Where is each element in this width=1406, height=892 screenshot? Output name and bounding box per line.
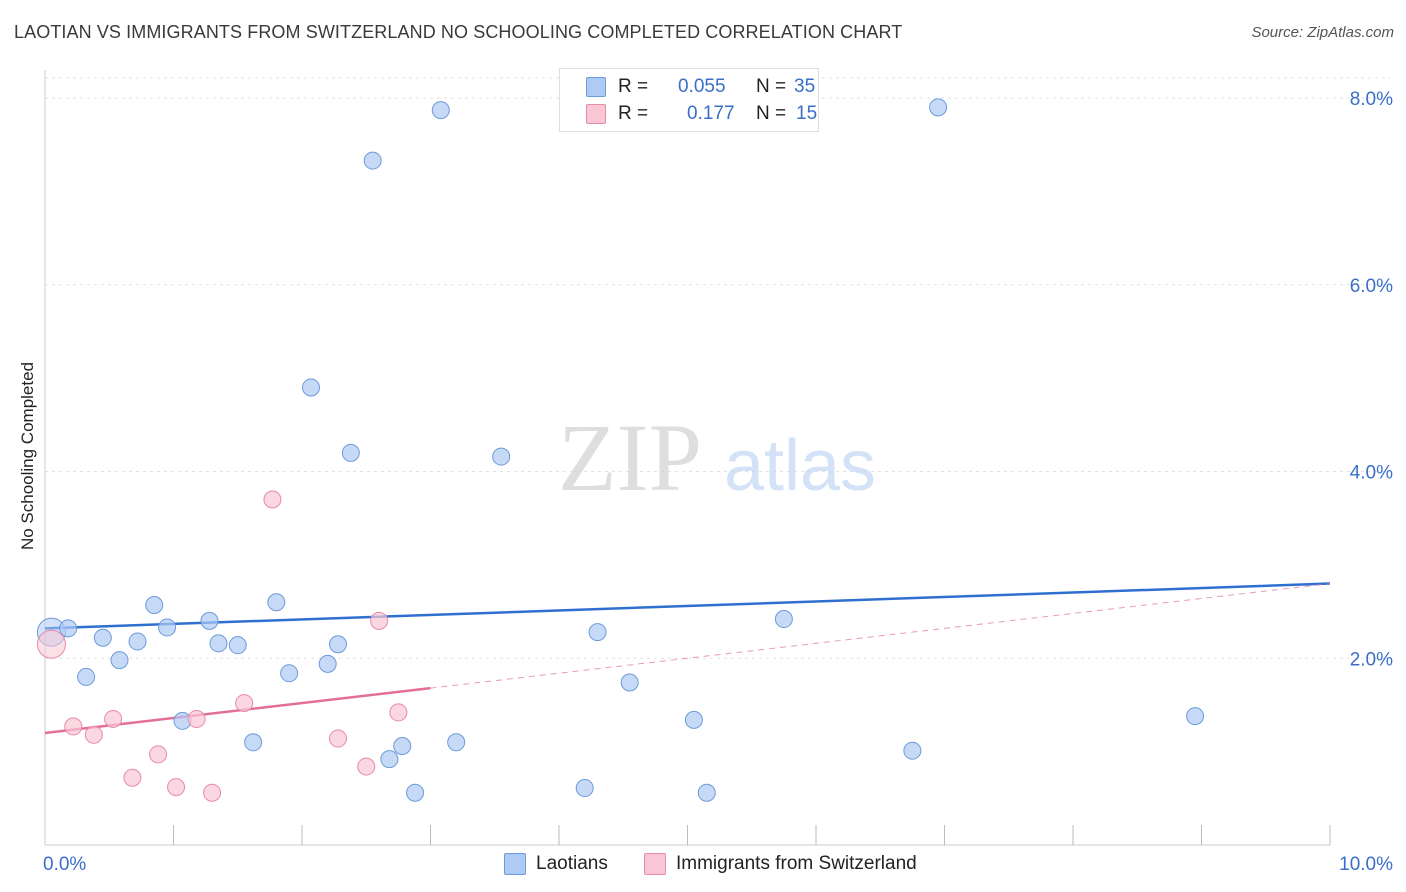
legend-swatch-pink xyxy=(586,104,606,124)
laotian-point xyxy=(209,634,228,653)
laotian-point xyxy=(200,611,219,630)
laotian-point xyxy=(363,151,382,170)
y-tick-label: 8.0% xyxy=(1350,89,1393,110)
laotian-point xyxy=(620,673,639,692)
laotian-point xyxy=(280,664,299,683)
y-tick-labels: 2.0% 4.0% 6.0% 8.0% xyxy=(1350,89,1393,670)
legend-r-label: R = xyxy=(618,103,649,124)
switzerland-point xyxy=(370,611,389,630)
switzerland-point xyxy=(235,694,254,713)
legend-swatch-blue xyxy=(586,77,606,97)
laotian-point xyxy=(774,610,793,629)
laotian-point xyxy=(393,737,412,756)
switzerland-point xyxy=(36,629,66,659)
laotian-point xyxy=(447,733,466,752)
switzerland-point xyxy=(357,757,376,776)
switzerland-point xyxy=(167,778,186,797)
source-credit: Source: ZipAtlas.com xyxy=(1251,24,1394,41)
grid-lines xyxy=(45,77,1390,659)
laotian-point xyxy=(128,632,147,651)
laotian-point xyxy=(158,618,177,637)
x-tick-labels: 0.0% 10.0% xyxy=(43,854,1393,875)
x-tick-label-end: 10.0% xyxy=(1339,854,1393,875)
trend-line-switzerland xyxy=(44,686,431,735)
laotian-point xyxy=(228,636,247,655)
laotian-point xyxy=(406,783,425,802)
legend-r-value: 0.055 xyxy=(678,76,726,97)
laotian-point xyxy=(341,443,360,462)
laotian-point xyxy=(929,98,948,117)
legend-swatch-blue xyxy=(504,853,526,875)
switzerland-point xyxy=(123,768,142,787)
laotian-point xyxy=(59,619,78,638)
laotian-point xyxy=(145,596,164,615)
legend-n-value: 15 xyxy=(796,103,818,124)
legend-swatch-pink xyxy=(644,853,666,875)
switzerland-point xyxy=(64,717,83,736)
correlation-legend: R = 0.055 N = 35 R = 0.177 N = 15 xyxy=(559,68,819,132)
laotian-point xyxy=(588,623,607,642)
watermark-atlas: atlas xyxy=(724,426,876,506)
laotian-point xyxy=(575,779,594,798)
switzerland-point xyxy=(263,490,282,509)
trend-line-laotians xyxy=(44,582,1331,630)
watermark-zip: ZIP xyxy=(558,404,702,511)
legend-label: Laotians xyxy=(536,853,608,874)
switzerland-point xyxy=(389,703,408,722)
legend-n-label: N = xyxy=(756,76,787,97)
laotian-point xyxy=(903,741,922,760)
switzerland-point xyxy=(104,709,123,728)
laotian-point xyxy=(244,733,263,752)
legend-r-value: 0.177 xyxy=(687,103,735,124)
laotian-point xyxy=(697,783,716,802)
laotian-point xyxy=(318,654,337,673)
switzerland-point xyxy=(84,725,103,744)
switzerland-point xyxy=(149,745,168,764)
y-tick-label: 4.0% xyxy=(1350,463,1393,484)
laotian-point xyxy=(431,101,450,120)
legend-label: Immigrants from Switzerland xyxy=(676,853,917,874)
laotian-point xyxy=(77,667,96,686)
laotian-point xyxy=(301,378,320,397)
legend-n-value: 35 xyxy=(794,76,816,97)
legend-r-label: R = xyxy=(618,76,649,97)
laotian-point xyxy=(267,593,286,612)
laotian-point xyxy=(1186,707,1205,726)
chart-title: LAOTIAN VS IMMIGRANTS FROM SWITZERLAND N… xyxy=(14,22,903,42)
laotian-point xyxy=(93,628,112,647)
laotian-point xyxy=(380,750,399,769)
laotian-point xyxy=(684,710,703,729)
axes xyxy=(44,70,1331,846)
trend-line-switzerland-extension xyxy=(430,583,1331,689)
legend-n-label: N = xyxy=(756,103,787,124)
laotian-point xyxy=(110,651,129,670)
y-tick-label: 6.0% xyxy=(1350,276,1393,297)
switzerland-point xyxy=(203,783,222,802)
laotian-point xyxy=(492,447,511,466)
x-tick-label-start: 0.0% xyxy=(43,854,86,875)
laotian-point xyxy=(328,635,347,654)
switzerland-point xyxy=(187,709,206,728)
series-legend: Laotians Immigrants from Switzerland xyxy=(0,852,1406,878)
switzerland-point xyxy=(328,729,347,748)
data-points xyxy=(36,98,1205,802)
y-tick-label: 2.0% xyxy=(1350,649,1393,670)
